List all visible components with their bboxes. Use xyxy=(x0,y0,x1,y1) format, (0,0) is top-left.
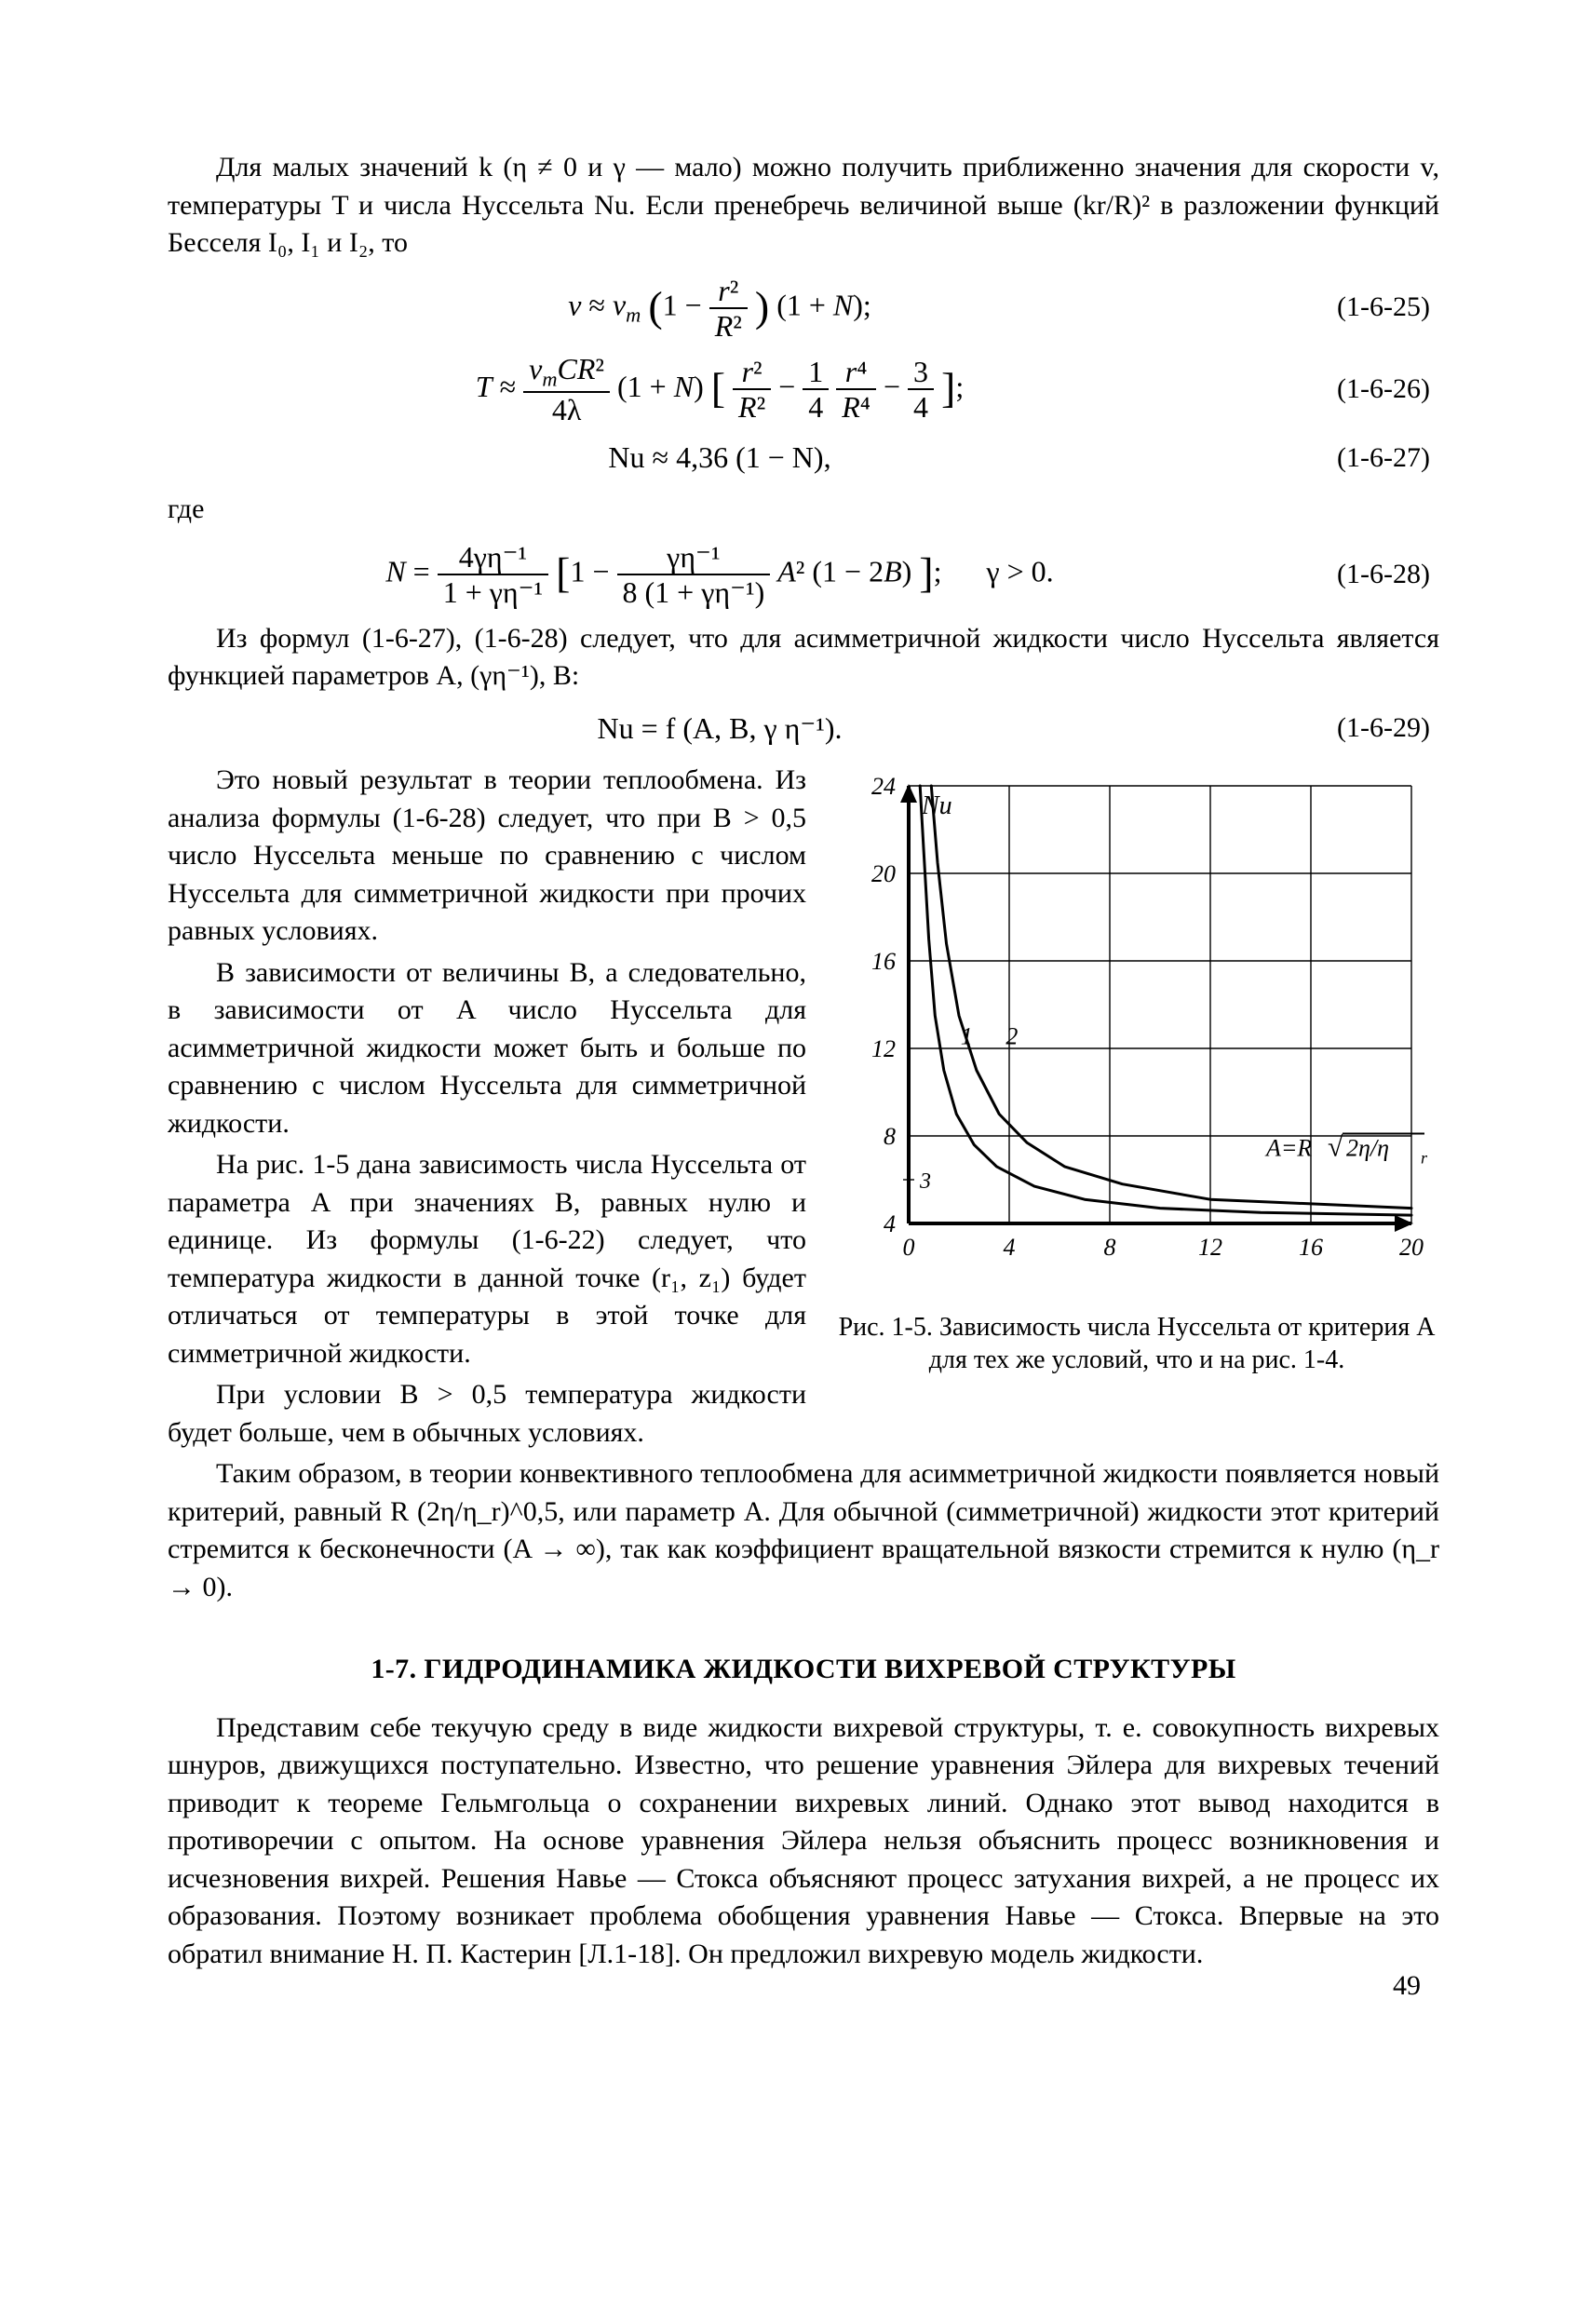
equation: v ≈ vm (1 − r²R² ) (1 + N); xyxy=(168,276,1272,341)
svg-text:8: 8 xyxy=(884,1123,896,1150)
svg-text:4: 4 xyxy=(884,1210,896,1237)
equation: N = 4γη⁻¹1 + γη⁻¹ [1 − γη⁻¹8 (1 + γη⁻¹) … xyxy=(168,542,1272,607)
svg-text:12: 12 xyxy=(1198,1234,1222,1261)
svg-text:1: 1 xyxy=(961,1022,973,1049)
paragraph: Таким образом, в теории конвективного те… xyxy=(168,1455,1439,1606)
svg-text:√: √ xyxy=(1328,1132,1343,1163)
chart-svg: 04812162048121620243Nu12A=R√2η/ηr xyxy=(834,767,1430,1289)
equation-row: Nu ≈ 4,36 (1 − N), (1-6-27) xyxy=(168,438,1439,478)
svg-text:A=R: A=R xyxy=(1264,1135,1312,1162)
svg-text:0: 0 xyxy=(903,1234,915,1261)
equation-number: (1-6-26) xyxy=(1272,371,1439,409)
paragraph: Для малых значений k (η ≠ 0 и γ — мало) … xyxy=(168,149,1439,263)
svg-text:20: 20 xyxy=(871,860,896,887)
svg-text:Nu: Nu xyxy=(921,791,952,820)
paragraph: Из формул (1-6-27), (1-6-28) следует, чт… xyxy=(168,620,1439,696)
svg-text:24: 24 xyxy=(871,773,896,800)
equation: Nu = f (A, B, γ η⁻¹). xyxy=(168,709,1272,749)
figure-caption: Рис. 1-5. Зависимость числа Нуссельта от… xyxy=(834,1311,1439,1376)
paragraph: При условии B > 0,5 температура жидкости… xyxy=(168,1376,1439,1452)
equation: T ≈ vmCR²4λ (1 + N) [ r²R² − 14 r⁴R⁴ − 3… xyxy=(168,354,1272,426)
equation-number: (1-6-27) xyxy=(1272,439,1439,478)
svg-text:8: 8 xyxy=(1104,1234,1116,1261)
svg-text:4: 4 xyxy=(1004,1234,1016,1261)
equation-number: (1-6-29) xyxy=(1272,709,1439,748)
where-label: где xyxy=(168,491,1439,529)
section-heading: 1-7. ГИДРОДИНАМИКА ЖИДКОСТИ ВИХРЕВОЙ СТР… xyxy=(168,1651,1439,1689)
svg-text:20: 20 xyxy=(1399,1234,1424,1261)
svg-text:16: 16 xyxy=(1299,1234,1323,1261)
text-with-figure: 04812162048121620243Nu12A=R√2η/ηr Рис. 1… xyxy=(168,762,1439,1610)
equation-row: N = 4γη⁻¹1 + γη⁻¹ [1 − γη⁻¹8 (1 + γη⁻¹) … xyxy=(168,542,1439,607)
figure: 04812162048121620243Nu12A=R√2η/ηr Рис. 1… xyxy=(834,767,1439,1376)
svg-text:3: 3 xyxy=(919,1169,931,1194)
svg-text:2: 2 xyxy=(1005,1022,1018,1049)
equation-condition: γ > 0. xyxy=(986,554,1053,588)
equation-number: (1-6-28) xyxy=(1272,556,1439,594)
equation-row: Nu = f (A, B, γ η⁻¹). (1-6-29) xyxy=(168,709,1439,749)
equation-number: (1-6-25) xyxy=(1272,289,1439,327)
svg-text:r: r xyxy=(1421,1149,1428,1168)
page: Для малых значений k (η ≠ 0 и γ — мало) … xyxy=(0,0,1579,2088)
equation-row: v ≈ vm (1 − r²R² ) (1 + N); (1-6-25) xyxy=(168,276,1439,341)
svg-text:2η/η: 2η/η xyxy=(1346,1135,1389,1162)
equation: Nu ≈ 4,36 (1 − N), xyxy=(168,438,1272,478)
equation-row: T ≈ vmCR²4λ (1 + N) [ r²R² − 14 r⁴R⁴ − 3… xyxy=(168,354,1439,426)
svg-text:16: 16 xyxy=(871,948,896,975)
paragraph: Представим себе текучую среду в виде жид… xyxy=(168,1709,1439,1974)
svg-text:12: 12 xyxy=(871,1035,896,1062)
page-number: 49 xyxy=(1393,1967,1421,2006)
